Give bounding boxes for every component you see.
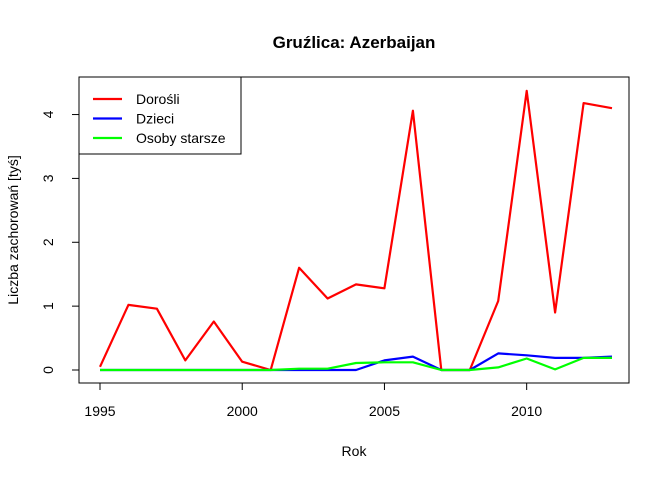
y-tick-label: 1 [40, 302, 56, 310]
x-axis-label: Rok [342, 443, 368, 459]
x-tick-label: 2010 [511, 403, 542, 419]
y-tick-label: 3 [40, 174, 56, 182]
legend-label: Dzieci [136, 111, 174, 127]
legend-label: Osoby starsze [136, 130, 226, 146]
x-tick-label: 2000 [227, 403, 258, 419]
y-axis-label: Liczba zachorowań [tyś] [5, 155, 21, 304]
y-tick-label: 2 [40, 238, 56, 246]
legend-label: Dorośli [136, 91, 180, 107]
x-tick-label: 2005 [369, 403, 400, 419]
series-line-2 [100, 358, 612, 370]
y-tick-label: 0 [40, 366, 56, 374]
x-tick-label: 1995 [84, 403, 115, 419]
x-axis: 1995 2000 2005 2010 [84, 383, 542, 419]
legend: Dorośli Dzieci Osoby starsze [79, 77, 241, 154]
y-axis: 0 1 2 3 4 [40, 110, 79, 373]
y-tick-label: 4 [40, 110, 56, 118]
chart-title: Gruźlica: Azerbaijan [273, 33, 436, 52]
